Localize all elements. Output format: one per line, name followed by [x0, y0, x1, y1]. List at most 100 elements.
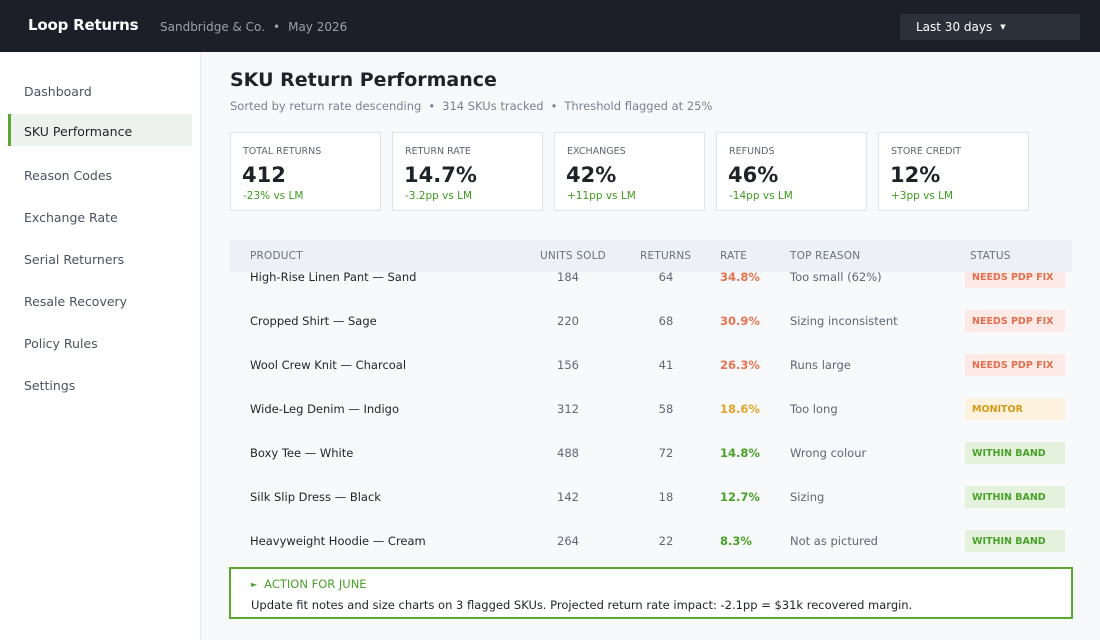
- rate-value: 34.8%: [720, 272, 760, 284]
- action-callout: ► ACTION FOR JUNE Update fit notes and si…: [229, 567, 1073, 619]
- column-header-product[interactable]: PRODUCT: [250, 250, 303, 262]
- separator-dot: •: [550, 99, 558, 113]
- kpi-delta: -23% vs LM: [243, 190, 304, 202]
- subtitle-threshold: Threshold flagged at 25%: [564, 99, 713, 113]
- sidebar-item-serial-returners[interactable]: Serial Returners: [24, 252, 125, 267]
- sidebar-item-settings[interactable]: Settings: [24, 378, 76, 393]
- action-title: ► ACTION FOR JUNE: [251, 577, 367, 591]
- triangle-right-icon: ►: [251, 580, 258, 589]
- rate-value: 26.3%: [720, 358, 760, 372]
- rate-value: 8.3%: [720, 534, 752, 548]
- kpi-label: STORE CREDIT: [891, 146, 962, 157]
- column-header-rate[interactable]: RATE: [720, 250, 748, 262]
- separator-dot: •: [428, 99, 436, 113]
- sidebar-item-reason-codes[interactable]: Reason Codes: [24, 168, 113, 183]
- action-body: Update fit notes and size charts on 3 fl…: [251, 598, 913, 612]
- kpi-delta: -3.2pp vs LM: [405, 190, 473, 202]
- kpi-label: TOTAL RETURNS: [243, 146, 322, 157]
- product-name[interactable]: Heavyweight Hoodie — Cream: [250, 534, 426, 548]
- column-header-returns[interactable]: RETURNS: [640, 250, 692, 262]
- subtitle-sort: Sorted by return rate descending: [230, 99, 422, 113]
- kpi-delta: -14pp vs LM: [729, 190, 793, 202]
- returns-value: 22: [658, 534, 674, 548]
- product-name[interactable]: Cropped Shirt — Sage: [250, 314, 377, 328]
- returns-value: 68: [658, 314, 674, 328]
- rate-value: 18.6%: [720, 402, 760, 416]
- product-name[interactable]: High-Rise Linen Pant — Sand: [250, 272, 417, 284]
- status-badge: WITHIN BAND: [965, 442, 1065, 464]
- kpi-label: RETURN RATE: [405, 146, 471, 157]
- sidebar-item-sku-performance[interactable]: SKU Performance: [8, 114, 192, 146]
- top-bar: Loop Returns Sandbridge & Co. • May 2026 L…: [0, 0, 1100, 52]
- units-sold-value: 142: [557, 490, 579, 504]
- subtitle-count: 314 SKUs tracked: [442, 99, 544, 113]
- units-sold-value: 264: [557, 534, 579, 548]
- sidebar-item-policy-rules[interactable]: Policy Rules: [24, 336, 98, 351]
- returns-value: 58: [658, 402, 674, 416]
- returns-value: 64: [658, 272, 674, 284]
- period-label: May 2026: [288, 20, 348, 34]
- product-name[interactable]: Wide-Leg Denim — Indigo: [250, 402, 400, 416]
- kpi-value: 12%: [890, 163, 941, 187]
- kpi-value: 42%: [566, 163, 617, 187]
- org-context: Sandbridge & Co. • May 2026: [160, 20, 347, 34]
- column-header-top-reason[interactable]: TOP REASON: [790, 250, 861, 262]
- sku-table-body[interactable]: High-Rise Linen Pant — Sand 184 64 34.8% Too…: [230, 272, 1072, 566]
- page-title: SKU Return Performance: [230, 69, 497, 91]
- product-name[interactable]: Boxy Tee — White: [250, 446, 354, 460]
- kpi-card-store-credit: STORE CREDIT 12% +3pp vs LM: [878, 132, 1029, 211]
- kpi-label: REFUNDS: [729, 146, 775, 157]
- units-sold-value: 156: [557, 358, 579, 372]
- column-header-units-sold[interactable]: UNITS SOLD: [540, 250, 606, 262]
- returns-value: 72: [658, 446, 674, 460]
- kpi-label: EXCHANGES: [567, 146, 626, 157]
- kpi-delta: +11pp vs LM: [567, 190, 636, 202]
- top-reason: Sizing inconsistent: [790, 314, 898, 328]
- table-row[interactable]: Wide-Leg Denim — Indigo 312 58 18.6% Too lon…: [230, 398, 1072, 446]
- org-name: Sandbridge & Co.: [160, 20, 266, 34]
- sidebar-item-exchange-rate[interactable]: Exchange Rate: [24, 210, 118, 225]
- table-row[interactable]: Silk Slip Dress — Black 142 18 12.7% Sizing W…: [230, 486, 1072, 534]
- units-sold-value: 220: [557, 314, 579, 328]
- kpi-card-return-rate: RETURN RATE 14.7% -3.2pp vs LM: [392, 132, 543, 211]
- page-subtitle: Sorted by return rate descending • 314 SKU…: [230, 99, 712, 113]
- date-range-select[interactable]: Last 30 days ▼: [900, 14, 1080, 40]
- action-title-text: ACTION FOR JUNE: [264, 577, 367, 591]
- top-reason: Too small (62%): [790, 272, 882, 284]
- table-row[interactable]: High-Rise Linen Pant — Sand 184 64 34.8% Too…: [230, 272, 1072, 314]
- status-badge: NEEDS PDP FIX: [965, 354, 1065, 376]
- product-name[interactable]: Wool Crew Knit — Charcoal: [250, 358, 407, 372]
- sidebar-item-resale-recovery[interactable]: Resale Recovery: [24, 294, 128, 309]
- returns-value: 41: [658, 358, 674, 372]
- status-badge: NEEDS PDP FIX: [965, 272, 1065, 288]
- status-badge: WITHIN BAND: [965, 486, 1065, 508]
- rate-value: 14.8%: [720, 446, 760, 460]
- units-sold-value: 184: [557, 272, 579, 284]
- column-header-status[interactable]: STATUS: [970, 250, 1011, 262]
- returns-value: 18: [658, 490, 674, 504]
- top-reason: Not as pictured: [790, 534, 878, 548]
- units-sold-value: 488: [557, 446, 579, 460]
- rate-value: 12.7%: [720, 490, 760, 504]
- kpi-value: 46%: [728, 163, 779, 187]
- kpi-value: 14.7%: [404, 163, 477, 187]
- status-badge: NEEDS PDP FIX: [965, 310, 1065, 332]
- kpi-value: 412: [242, 163, 286, 187]
- status-badge: WITHIN BAND: [965, 530, 1065, 552]
- kpi-card-total-returns: TOTAL RETURNS 412 -23% vs LM: [230, 132, 381, 211]
- brand-logo[interactable]: Loop Returns: [28, 16, 139, 34]
- kpi-card-refunds: REFUNDS 46% -14pp vs LM: [716, 132, 867, 211]
- product-name[interactable]: Silk Slip Dress — Black: [250, 490, 381, 504]
- caret-down-icon: ▼: [1000, 23, 1006, 31]
- rate-value: 30.9%: [720, 314, 760, 328]
- table-row[interactable]: Boxy Tee — White 488 72 14.8% Wrong colour WI…: [230, 442, 1072, 490]
- table-row[interactable]: Wool Crew Knit — Charcoal 156 41 26.3% Runs …: [230, 354, 1072, 402]
- sidebar: Dashboard SKU Performance Reason Codes E…: [0, 52, 201, 640]
- table-row[interactable]: Heavyweight Hoodie — Cream 264 22 8.3% Not a…: [230, 530, 1072, 566]
- sidebar-item-dashboard[interactable]: Dashboard: [24, 84, 92, 99]
- units-sold-value: 312: [557, 402, 579, 416]
- top-reason: Too long: [790, 402, 838, 416]
- table-header: PRODUCT UNITS SOLD RETURNS RATE TOP REAS…: [230, 240, 1072, 272]
- top-reason: Sizing: [790, 490, 825, 504]
- table-row[interactable]: Cropped Shirt — Sage 220 68 30.9% Sizing inc…: [230, 310, 1072, 358]
